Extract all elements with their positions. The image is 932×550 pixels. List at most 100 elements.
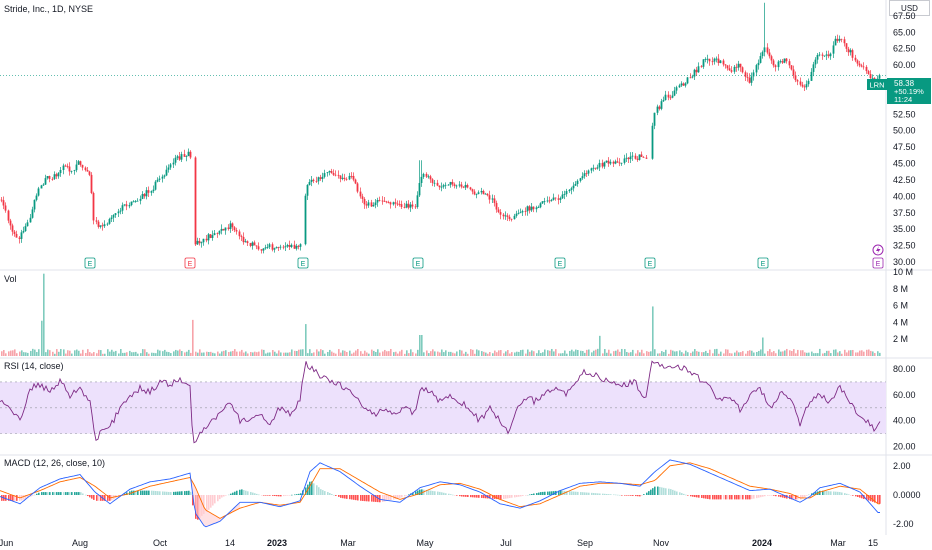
lightning-icon[interactable] <box>872 244 884 256</box>
volume-bar <box>322 350 324 356</box>
volume-bar <box>811 351 813 356</box>
volume-bar <box>815 353 817 356</box>
macd-histogram-bar <box>382 495 384 502</box>
volume-bar <box>351 353 353 356</box>
candle-body <box>174 157 177 163</box>
currency-selector[interactable]: USD <box>889 0 930 16</box>
volume-bar <box>217 351 219 356</box>
volume-bar <box>327 351 329 356</box>
candle-body <box>334 174 337 176</box>
macd-histogram-bar <box>454 495 456 496</box>
candle-body <box>625 157 628 159</box>
volume-bar <box>797 349 799 356</box>
candle-body <box>268 244 271 248</box>
candle-body <box>642 156 645 158</box>
candle-body <box>860 65 863 67</box>
earnings-marker[interactable]: E <box>872 257 884 269</box>
candle-body <box>601 162 604 167</box>
macd-histogram-bar <box>775 495 777 497</box>
macd-histogram-bar <box>239 489 241 495</box>
volume-bar <box>195 351 197 356</box>
macd-histogram-bar <box>5 495 7 501</box>
candle-body <box>715 58 718 60</box>
volume-bar <box>98 349 100 356</box>
volume-bar <box>692 351 694 356</box>
volume-bar <box>577 349 579 356</box>
candle-body <box>845 43 848 49</box>
candle-body <box>117 211 120 214</box>
candle-body <box>557 198 560 200</box>
volume-bar <box>287 352 289 356</box>
candle-body <box>746 76 749 78</box>
price-tick-label: 52.50 <box>893 109 916 119</box>
macd-histogram-bar <box>159 491 161 495</box>
candle-body <box>739 63 742 68</box>
macd-histogram-bar <box>663 487 665 495</box>
volume-bar <box>731 353 733 356</box>
volume-bar <box>564 350 566 356</box>
macd-histogram-bar <box>452 494 454 496</box>
volume-bar <box>476 349 478 356</box>
volume-bar <box>199 349 201 356</box>
earnings-marker[interactable]: E <box>757 257 769 269</box>
earnings-marker[interactable]: E <box>297 257 309 269</box>
badge-price: 58.38 <box>894 79 915 88</box>
earnings-badge <box>757 257 769 269</box>
candle-body <box>810 71 813 81</box>
volume-bar <box>272 350 274 356</box>
earnings-marker[interactable]: E <box>412 257 424 269</box>
volume-bar <box>188 349 190 356</box>
macd-histogram-bar <box>767 495 769 496</box>
volume-bar <box>265 353 267 356</box>
macd-histogram-bar <box>208 495 210 510</box>
volume-bar <box>599 335 601 356</box>
candle-body <box>235 230 238 232</box>
earnings-marker[interactable]: E <box>554 257 566 269</box>
macd-histogram-bar <box>698 495 700 498</box>
macd-histogram-bar <box>569 491 571 495</box>
earnings-marker[interactable]: E <box>644 257 656 269</box>
macd-histogram-bar <box>613 494 615 496</box>
volume-bar <box>879 352 881 356</box>
volume-bar <box>560 353 562 356</box>
volume-bar <box>575 349 577 356</box>
volume-bar <box>96 353 98 356</box>
macd-histogram-bar <box>514 495 516 498</box>
candle-body <box>372 205 375 207</box>
earnings-marker[interactable]: E <box>184 257 196 269</box>
macd-histogram-bar <box>47 492 49 495</box>
candle-body <box>154 181 157 190</box>
macd-histogram-bar <box>267 495 269 496</box>
volume-bar <box>841 353 843 356</box>
candle-body <box>805 84 808 88</box>
volume-bar <box>591 352 593 356</box>
price-series <box>0 2 886 254</box>
candle-body <box>370 202 373 207</box>
candle-body <box>31 209 34 218</box>
candle-body <box>603 162 606 167</box>
time-axis-label: May <box>416 538 434 548</box>
macd-histogram-bar <box>591 492 593 495</box>
candle-body <box>185 156 188 157</box>
candle-body <box>675 87 678 91</box>
volume-bar <box>558 353 560 356</box>
volume-bar <box>619 351 621 356</box>
earnings-marker[interactable]: E <box>84 257 96 269</box>
volume-bar <box>419 335 421 356</box>
candle-body <box>585 173 588 175</box>
candle-body <box>686 77 689 84</box>
volume-bar <box>745 353 747 356</box>
macd-histogram-bar <box>434 491 436 495</box>
candle-body <box>495 202 498 210</box>
macd-histogram-bar <box>672 489 674 495</box>
candle-body <box>759 56 762 63</box>
candle-body <box>422 173 425 177</box>
volume-bar <box>280 352 282 356</box>
macd-histogram-bar <box>89 495 91 498</box>
macd-histogram-bar <box>815 492 817 495</box>
candle-body <box>282 246 285 248</box>
volume-bar <box>390 348 392 356</box>
candle-body <box>728 68 731 71</box>
